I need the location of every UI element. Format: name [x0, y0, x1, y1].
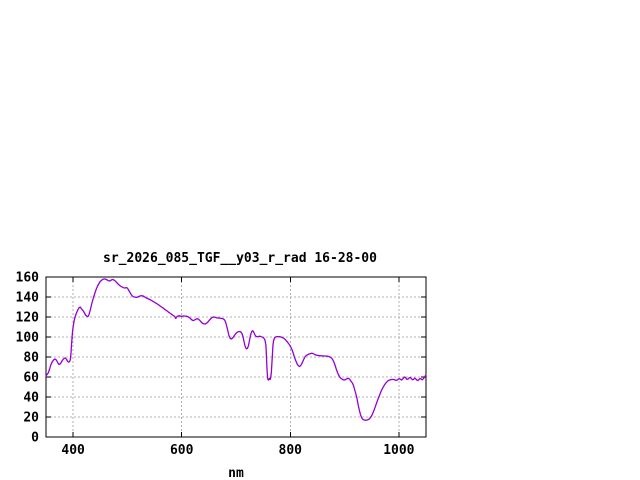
chart-title: sr_2026_085_TGF__y03_r_rad 16-28-00: [103, 251, 377, 266]
y-tick-label: 80: [23, 351, 39, 366]
y-tick-label: 20: [23, 411, 39, 426]
grid-lines: [46, 277, 426, 437]
y-tick-label: 140: [16, 291, 40, 306]
y-tick-label: 0: [31, 431, 39, 446]
y-tick-label: 120: [16, 311, 40, 326]
y-tick-labels: 0 20 40 60 80 100 120 140 160: [16, 271, 40, 446]
axis-ticks: [46, 276, 426, 438]
x-tick-label: 400: [61, 443, 85, 458]
y-tick-label: 160: [16, 271, 40, 286]
x-tick-label: 1000: [383, 443, 414, 458]
spectrum-line: [45, 278, 427, 421]
y-tick-label: 40: [23, 391, 39, 406]
y-tick-label: 60: [23, 371, 39, 386]
x-tick-label: 800: [279, 443, 303, 458]
x-tick-labels: 400 600 800 1000: [61, 443, 414, 458]
x-tick-label: 600: [170, 443, 194, 458]
y-tick-label: 100: [16, 331, 40, 346]
x-axis-label: nm: [228, 466, 244, 480]
